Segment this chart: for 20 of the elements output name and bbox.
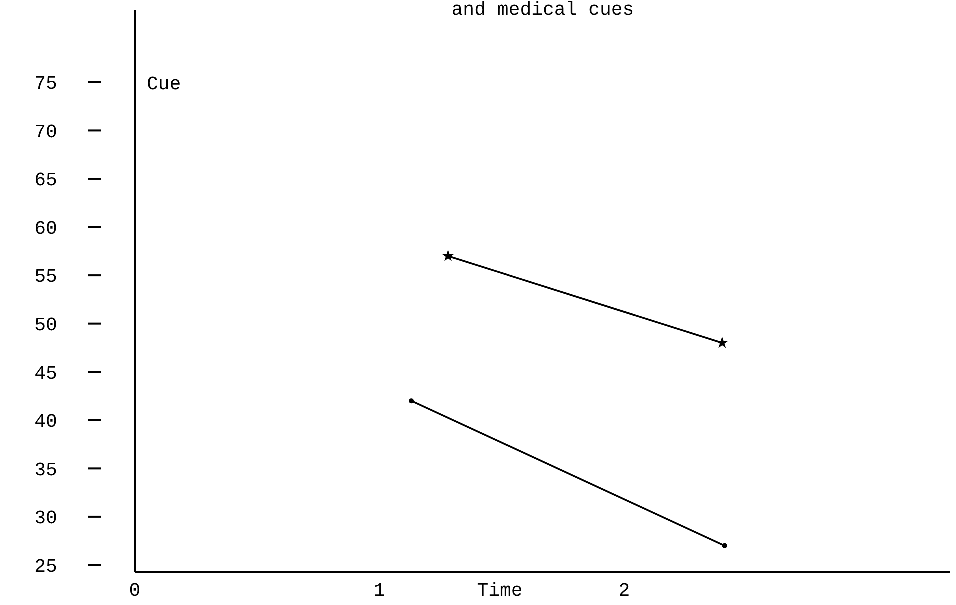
- y-tick-label: 70: [34, 121, 58, 144]
- y-tick-label: 35: [34, 459, 58, 482]
- y-tick-label: 25: [34, 556, 58, 578]
- chart-title: and medical cues: [452, 0, 634, 21]
- point: [722, 543, 728, 548]
- y-tick-label: 60: [34, 218, 58, 240]
- y-tick-label: 50: [34, 314, 58, 336]
- y-tick-label: 45: [34, 362, 58, 385]
- y-tick-label: 75: [34, 73, 58, 96]
- y-tick-label: 40: [34, 411, 58, 434]
- x-tick-label: 0: [129, 580, 141, 602]
- point: [409, 398, 414, 404]
- x-axis-title: Time: [477, 580, 523, 602]
- y-tick-label: 30: [34, 508, 58, 530]
- point: [442, 250, 454, 262]
- y-tick-label: 65: [34, 170, 58, 192]
- annotation: Cue: [147, 73, 182, 96]
- x-tick-label: 1: [374, 580, 386, 602]
- x-tick-label: 2: [618, 580, 630, 602]
- y-tick-label: 55: [34, 266, 58, 288]
